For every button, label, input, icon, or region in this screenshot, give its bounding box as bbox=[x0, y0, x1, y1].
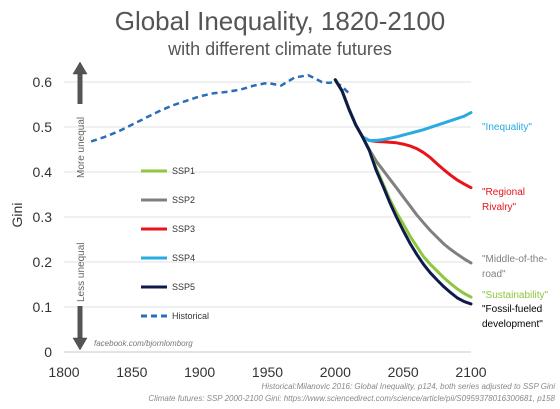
legend-label-historical: Historical bbox=[172, 311, 209, 321]
x-tick-label: 2100 bbox=[455, 364, 486, 380]
less-unequal-arrow: Less unequal bbox=[72, 243, 88, 351]
y-tick-label: 0 bbox=[44, 344, 52, 360]
series-lines bbox=[90, 73, 473, 306]
y-tick-label: 0.2 bbox=[33, 254, 53, 270]
source-line-1: Historical:Milanovic 2016: Global Inequa… bbox=[262, 382, 556, 391]
y-tick-label: 0.5 bbox=[33, 119, 53, 135]
y-tick-label: 0.4 bbox=[33, 164, 53, 180]
x-tick-label: 2000 bbox=[320, 364, 351, 380]
gridlines bbox=[64, 81, 471, 353]
series-line-historical bbox=[90, 73, 350, 143]
series-line-ssp4 bbox=[333, 78, 473, 142]
y-axis-label: Gini bbox=[9, 203, 25, 228]
x-axis-ticks: 1800 1850 1900 1950 2000 2050 2100 bbox=[48, 364, 486, 380]
series-line-ssp2 bbox=[333, 78, 473, 265]
more-unequal-label: More unequal bbox=[76, 117, 87, 178]
series-line-ssp5 bbox=[333, 78, 473, 306]
annotation-ssp2: "Middle-of-the-road" bbox=[482, 254, 547, 280]
legend-label-ssp3: SSP3 bbox=[172, 224, 195, 234]
annotation-ssp3: "Regional Rivalry" bbox=[482, 187, 525, 213]
up-arrow-icon bbox=[72, 61, 88, 75]
legend: SSP1 SSP2 SSP3 SSP4 SSP5 Historical bbox=[141, 166, 209, 321]
chart-title: Global Inequality, 1820-2100 bbox=[115, 6, 446, 36]
y-tick-label: 0.1 bbox=[33, 299, 53, 315]
y-tick-label: 0.6 bbox=[33, 74, 53, 90]
series-line-ssp1 bbox=[333, 78, 473, 299]
x-tick-label: 1800 bbox=[48, 364, 79, 380]
more-unequal-arrow: More unequal bbox=[72, 61, 88, 178]
legend-label-ssp5: SSP5 bbox=[172, 282, 195, 292]
chart-subtitle: with different climate futures bbox=[167, 39, 392, 59]
source-line-2: Climate futures: SSP 2000-2100 Gini: htt… bbox=[148, 394, 555, 403]
x-tick-label: 1900 bbox=[184, 364, 215, 380]
series-annotations: "Sustainability" "Middle-of-the-road" "Reg… bbox=[482, 122, 548, 330]
legend-label-ssp1: SSP1 bbox=[172, 166, 195, 176]
legend-label-ssp4: SSP4 bbox=[172, 253, 195, 263]
y-tick-label: 0.3 bbox=[33, 209, 53, 225]
down-arrow-icon bbox=[72, 337, 88, 351]
credit-text: facebook.com/bjornlomborg bbox=[94, 339, 193, 348]
x-tick-label: 2050 bbox=[388, 364, 419, 380]
less-unequal-label: Less unequal bbox=[76, 243, 87, 303]
annotation-ssp4: "Inequality" bbox=[482, 122, 532, 133]
x-tick-label: 1950 bbox=[252, 364, 283, 380]
x-tick-label: 1850 bbox=[116, 364, 147, 380]
y-axis-ticks: 0 0.1 0.2 0.3 0.4 0.5 0.6 bbox=[33, 74, 53, 360]
legend-label-ssp2: SSP2 bbox=[172, 195, 195, 205]
annotation-ssp5: "Fossil-fueled development" bbox=[482, 304, 543, 330]
annotation-ssp1: "Sustainability" bbox=[482, 290, 548, 301]
